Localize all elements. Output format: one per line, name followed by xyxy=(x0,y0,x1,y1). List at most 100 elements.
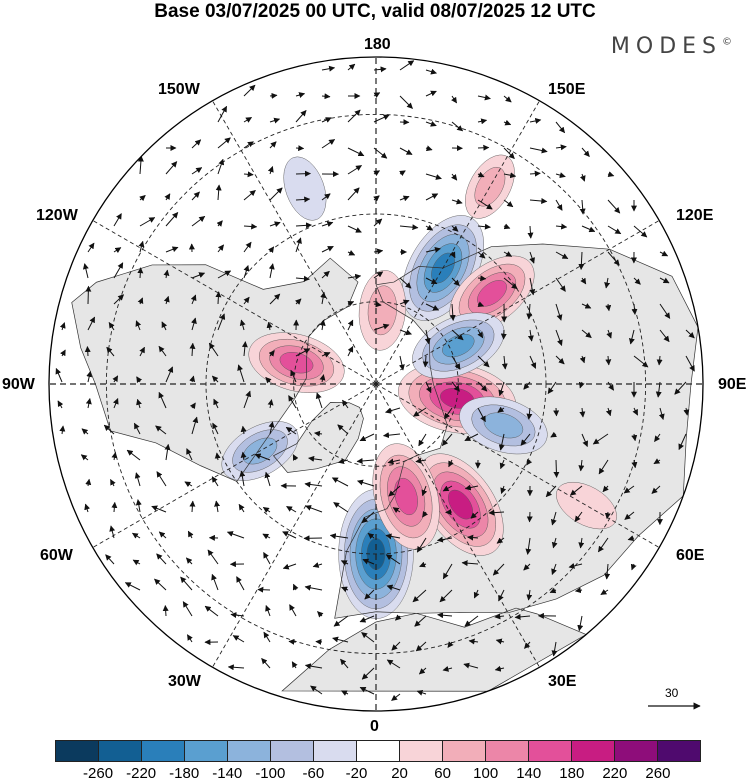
negative-anomaly xyxy=(412,312,505,379)
wind-vector xyxy=(494,613,505,620)
wind-vector xyxy=(164,193,171,201)
wind-vector xyxy=(268,350,275,357)
wind-vector xyxy=(477,223,491,230)
wind-vector-layer xyxy=(55,60,695,701)
wind-vector xyxy=(321,221,334,227)
colorbar-swatch xyxy=(357,741,400,761)
wind-vector xyxy=(314,430,323,437)
wind-vector xyxy=(359,433,375,442)
wind-vector xyxy=(579,173,586,182)
wind-vector xyxy=(137,267,144,279)
wind-vector xyxy=(211,375,219,383)
wind-vector xyxy=(604,563,611,580)
wind-vector xyxy=(674,381,687,395)
wind-vector xyxy=(425,173,442,180)
wind-vector xyxy=(131,532,141,539)
lon-label-90w: 90W xyxy=(2,376,35,393)
wind-vector xyxy=(214,500,221,513)
wind-vector xyxy=(267,166,274,175)
wind-vector xyxy=(415,457,427,464)
wind-vector xyxy=(526,303,533,320)
wind-vector xyxy=(329,533,349,540)
wind-vector xyxy=(498,589,505,602)
wind-vector xyxy=(523,381,531,390)
lon-label-120e: 120E xyxy=(676,207,714,224)
wind-vector xyxy=(412,589,427,603)
wind-vector xyxy=(305,505,323,513)
wind-vector xyxy=(268,263,275,279)
wind-vector xyxy=(477,355,490,368)
wind-vector xyxy=(555,329,563,346)
wind-vector xyxy=(449,251,456,259)
wind-vector xyxy=(227,664,245,671)
wind-vector xyxy=(577,615,584,632)
colorbar-swatch xyxy=(314,741,357,761)
wind-vector xyxy=(451,277,460,287)
wind-vector xyxy=(321,65,336,72)
wind-vector xyxy=(240,425,247,435)
wind-vector xyxy=(425,68,437,75)
wind-vector xyxy=(81,428,89,435)
meridian-line xyxy=(212,383,377,668)
wind-vector xyxy=(477,301,485,308)
wind-vector xyxy=(477,329,484,339)
wind-vector xyxy=(86,370,93,383)
wind-vector xyxy=(421,485,428,497)
wind-vector xyxy=(659,303,671,319)
wind-vector xyxy=(269,293,281,305)
wind-vector xyxy=(295,348,311,357)
wind-vector xyxy=(581,329,592,338)
wind-vector xyxy=(184,481,193,488)
wind-vector xyxy=(269,92,278,99)
wind-vector xyxy=(340,690,349,696)
wind-vector xyxy=(451,381,460,392)
wind-vector xyxy=(463,662,479,669)
wind-vector xyxy=(321,139,336,149)
reference-vector-label: 30 xyxy=(665,686,679,700)
wind-vector xyxy=(315,392,323,409)
wind-vector xyxy=(592,433,609,445)
wind-vector xyxy=(158,345,167,357)
wind-vector xyxy=(254,453,271,461)
wind-vector xyxy=(215,184,222,201)
brand-logo: MODES© xyxy=(610,34,732,59)
wind-vector xyxy=(154,578,167,591)
land-mass xyxy=(71,258,359,482)
wind-vector xyxy=(295,275,310,282)
wind-vector xyxy=(165,246,179,253)
wind-vector xyxy=(292,583,299,591)
wind-vector xyxy=(579,355,586,364)
wind-vector xyxy=(551,537,558,549)
meridian-line xyxy=(375,220,660,385)
wind-vector xyxy=(155,425,167,435)
wind-vector xyxy=(392,507,401,514)
wind-vector xyxy=(342,399,349,409)
positive-anomaly xyxy=(449,255,535,331)
wind-vector xyxy=(137,297,144,305)
wind-vector xyxy=(497,406,505,413)
wind-vector xyxy=(467,534,479,541)
wind-vector xyxy=(262,533,271,540)
wind-vector xyxy=(265,605,271,617)
wind-vector xyxy=(477,275,487,282)
wind-vector xyxy=(269,221,281,228)
wind-vector xyxy=(180,576,193,591)
wind-vector xyxy=(444,407,453,420)
wind-vector xyxy=(332,636,349,643)
colorbar-tick-label: 100 xyxy=(473,765,499,782)
meridian-line xyxy=(92,220,377,385)
wind-vector xyxy=(133,422,141,435)
wind-vector xyxy=(607,199,621,214)
wind-vector xyxy=(579,199,586,215)
colorbar-swatch xyxy=(400,741,443,761)
wind-vector xyxy=(525,537,532,555)
wind-vector xyxy=(57,400,64,409)
wind-vector xyxy=(659,277,670,284)
wind-vector xyxy=(631,459,638,469)
wind-vector xyxy=(164,443,171,461)
wind-vector xyxy=(477,118,488,125)
wind-vector xyxy=(578,537,585,549)
wind-vector xyxy=(632,407,639,416)
wind-vector xyxy=(597,537,609,553)
wind-vector xyxy=(498,381,505,397)
